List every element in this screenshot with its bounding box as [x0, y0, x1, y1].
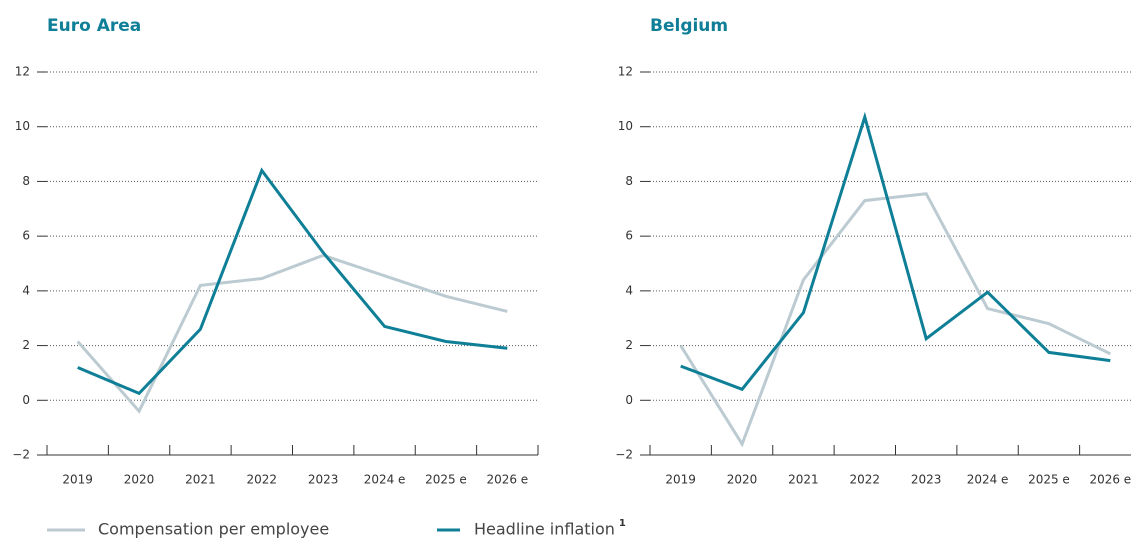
y-tick-label: 4 — [625, 283, 633, 297]
legend-label: Headline inflation — [474, 520, 615, 539]
y-tick-label: 8 — [625, 174, 633, 188]
chart-title: Belgium — [650, 16, 728, 36]
y-tick-label: 0 — [625, 393, 633, 407]
y-tick-label: 12 — [618, 65, 633, 79]
y-tick-label: −2 — [615, 448, 633, 462]
series-line — [679, 192, 1111, 448]
x-tick-label: 2026 e — [1089, 473, 1131, 487]
y-tick-label: 0 — [22, 393, 30, 407]
series-line — [76, 253, 508, 414]
x-tick-label: 2019 — [62, 473, 93, 487]
x-tick-label: 2024 e — [364, 473, 406, 487]
x-tick-label: 2021 — [185, 473, 216, 487]
y-tick-label: 12 — [15, 65, 30, 79]
x-tick-label: 2025 e — [1028, 473, 1070, 487]
y-tick-label: 6 — [22, 229, 30, 243]
x-tick-label: 2020 — [727, 473, 758, 487]
y-tick-label: 10 — [618, 119, 633, 133]
y-tick-label: 4 — [22, 283, 30, 297]
x-tick-label: 2022 — [247, 473, 278, 487]
y-tick-label: 8 — [22, 174, 30, 188]
legend-label: Compensation per employee — [98, 520, 329, 539]
x-tick-label: 2023 — [308, 473, 339, 487]
x-tick-label: 2026 e — [486, 473, 528, 487]
x-tick-label: 2020 — [124, 473, 155, 487]
y-tick-label: 2 — [625, 338, 633, 352]
x-tick-label: 2024 e — [967, 473, 1009, 487]
y-tick-label: −2 — [12, 448, 30, 462]
x-tick-label: 2022 — [850, 473, 881, 487]
chart-title: Euro Area — [47, 16, 141, 36]
y-tick-label: 2 — [22, 338, 30, 352]
x-tick-label: 2021 — [788, 473, 819, 487]
x-tick-label: 2025 e — [425, 473, 467, 487]
legend-footnote: 1 — [619, 518, 626, 529]
x-tick-label: 2023 — [911, 473, 942, 487]
x-tick-label: 2019 — [665, 473, 696, 487]
series-line — [680, 111, 1111, 392]
y-tick-label: 10 — [15, 119, 30, 133]
y-tick-label: 6 — [625, 229, 633, 243]
series-line — [77, 167, 508, 396]
